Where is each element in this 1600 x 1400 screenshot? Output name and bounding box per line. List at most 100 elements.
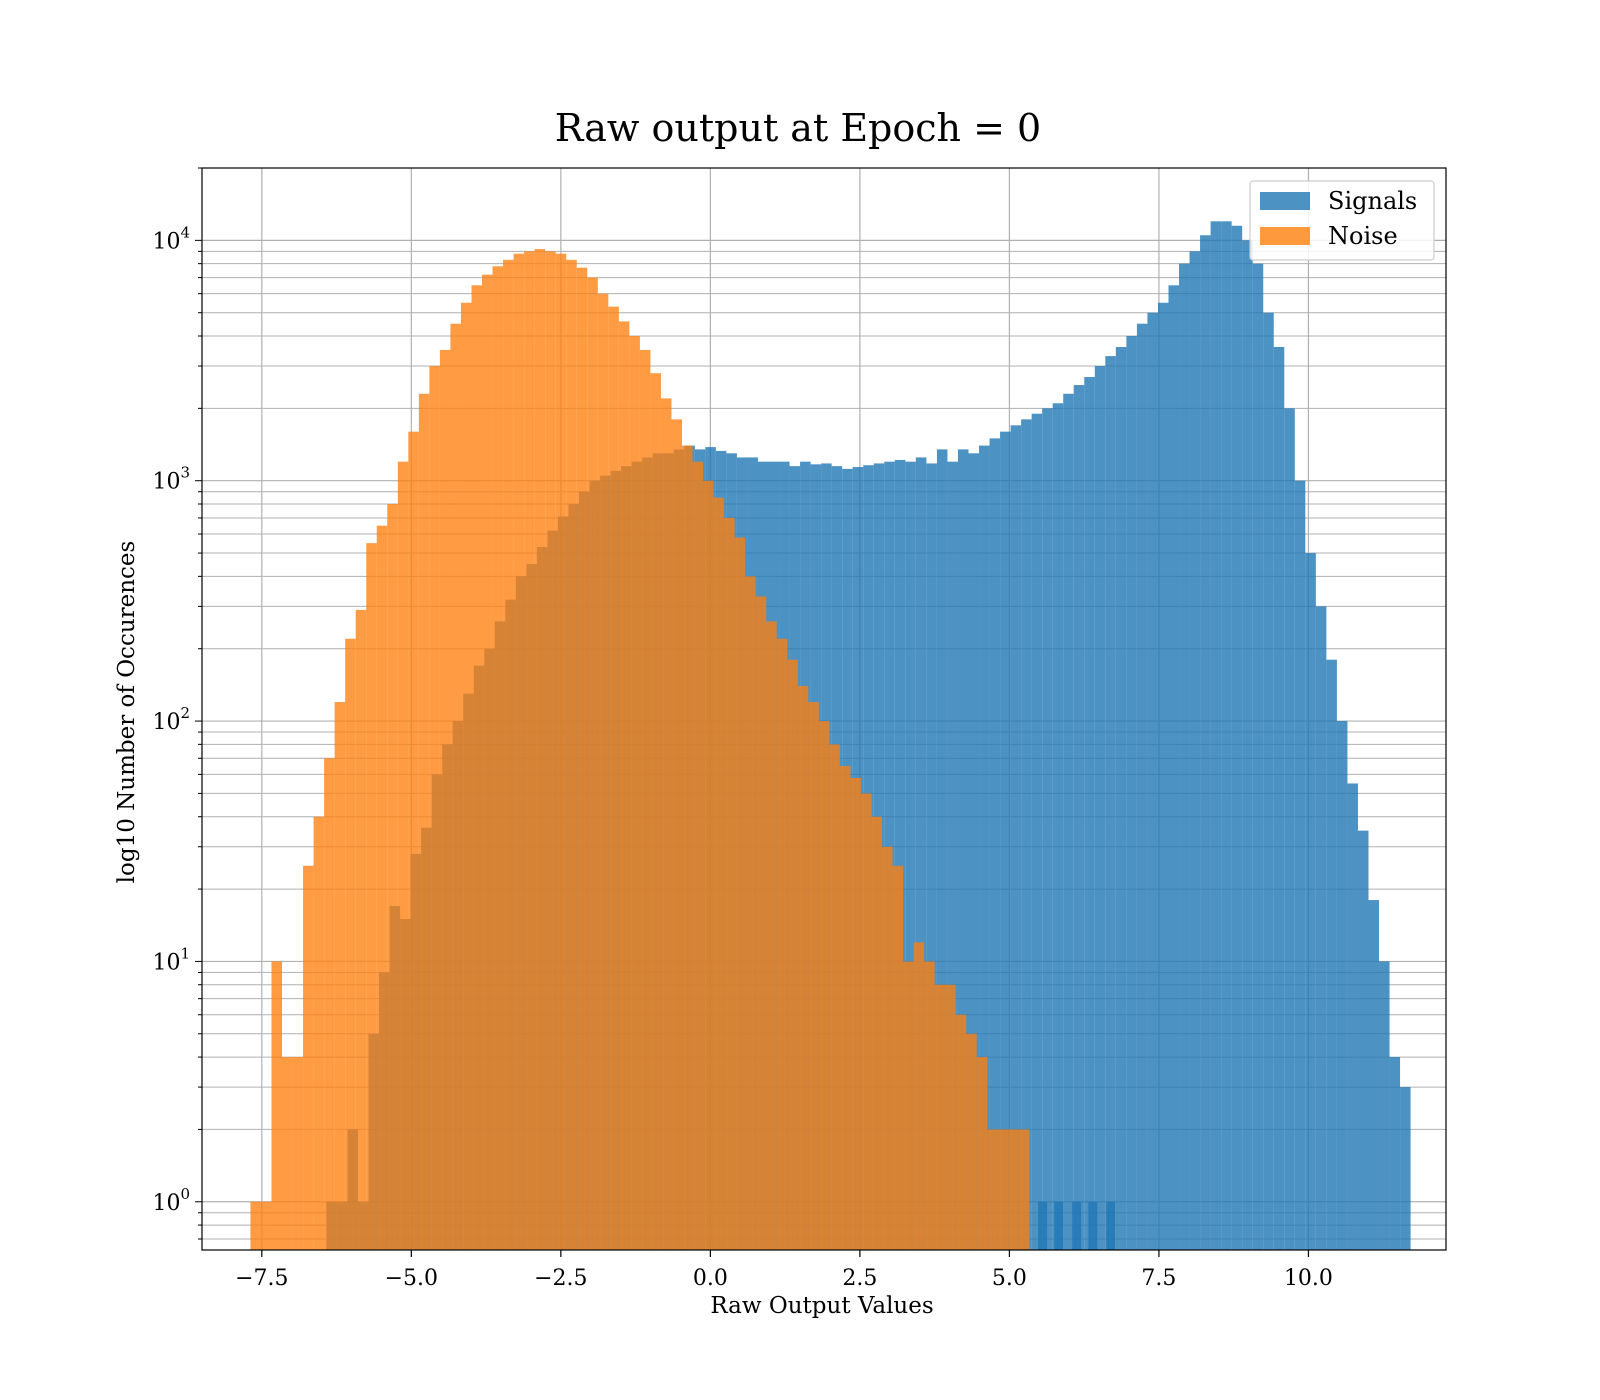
y-tick-exponent: 4 (180, 223, 190, 241)
y-tick-exponent: 1 (180, 944, 190, 962)
y-tick-base: 10 (152, 1191, 180, 1216)
bar-signals (1179, 263, 1190, 1250)
bar-noise (397, 461, 409, 1250)
bar-noise (639, 349, 651, 1251)
bar-signals (1084, 377, 1095, 1250)
bar-signals (1336, 721, 1348, 1250)
bar-noise (460, 302, 472, 1250)
bar-signals (957, 449, 969, 1250)
bar-noise (934, 984, 946, 1250)
x-tick-label: 7.5 (1141, 1266, 1176, 1291)
bar-noise (482, 274, 493, 1251)
bar-noise (524, 251, 535, 1251)
bar-signals (1072, 1201, 1082, 1250)
bar-signals (1115, 346, 1127, 1250)
bar-noise (966, 1033, 977, 1250)
bar-noise (871, 816, 883, 1250)
bar-noise (745, 576, 756, 1250)
bar-signals (936, 449, 948, 1250)
bar-signals (1231, 225, 1243, 1250)
bar-signals (1242, 240, 1253, 1250)
bar-signals (1063, 393, 1074, 1250)
bar-noise (376, 525, 388, 1250)
bar-signals (1347, 783, 1358, 1250)
legend-label-noise: Noise (1328, 222, 1398, 250)
bar-noise (776, 638, 788, 1250)
bar-noise (618, 321, 630, 1251)
bar-signals (1054, 1201, 1064, 1250)
plot-frame (201, 167, 1447, 1251)
bar-noise (555, 253, 567, 1251)
bar-noise (903, 961, 914, 1250)
x-tick-label: −2.5 (534, 1266, 587, 1291)
bar-signals (1147, 312, 1158, 1250)
y-tick-label: 100 (152, 1185, 190, 1216)
bar-noise (997, 1129, 1009, 1250)
bar-noise (597, 293, 609, 1250)
x-axis-label: Raw Output Values (710, 1293, 933, 1319)
bar-noise (882, 846, 893, 1250)
bar-signals (1273, 346, 1285, 1250)
bar-signals (1042, 408, 1053, 1250)
bar-noise (766, 621, 777, 1250)
bar-signals (1379, 961, 1390, 1250)
bar-noise (587, 277, 598, 1250)
bar-noise (450, 323, 461, 1250)
bar-signals (979, 445, 990, 1250)
y-tick-label: 103 (152, 464, 190, 495)
bar-noise (955, 1014, 967, 1250)
bar-signals (1010, 425, 1022, 1250)
bar-noise (945, 984, 956, 1250)
bar-noise (924, 961, 935, 1250)
x-tick-label: 10.0 (1284, 1266, 1333, 1291)
bar-noise (808, 702, 819, 1250)
bar-noise (724, 517, 735, 1250)
legend-label-signals: Signals (1328, 187, 1417, 215)
x-tick-label: −5.0 (385, 1266, 438, 1291)
bar-noise (439, 349, 451, 1251)
chart-title: Raw output at Epoch = 0 (555, 106, 1041, 150)
bar-signals (1389, 1057, 1401, 1250)
bar-noise (566, 259, 577, 1251)
bar-noise (492, 266, 504, 1251)
bar-signals (1094, 366, 1106, 1251)
bar-noise (334, 702, 346, 1250)
bar-signals (1073, 385, 1085, 1250)
bar-noise (839, 766, 851, 1250)
bar-signals (1021, 419, 1032, 1251)
y-tick-label: 102 (152, 704, 190, 735)
bar-noise (355, 609, 367, 1250)
bar-signals (1052, 403, 1064, 1251)
bar-noise (787, 659, 798, 1250)
bar-signals (1038, 1201, 1048, 1250)
bar-noise (324, 758, 335, 1250)
bar-signals (1200, 235, 1211, 1251)
legend: Signals Noise (1249, 180, 1435, 261)
bar-noise (629, 336, 640, 1251)
bar-noise (366, 543, 377, 1250)
bar-signals (1252, 263, 1264, 1250)
bar-signals (1000, 431, 1011, 1250)
y-tick-base: 10 (152, 950, 180, 975)
bar-noise (692, 461, 704, 1250)
bar-noise (271, 961, 283, 1250)
bar-noise (913, 942, 925, 1250)
bar-signals (947, 461, 958, 1250)
bar-noise (650, 373, 661, 1251)
bar-signals (1136, 323, 1148, 1250)
bar-signals (1357, 830, 1369, 1250)
x-tick-label: −7.5 (235, 1266, 288, 1291)
bar-noise (797, 685, 809, 1250)
bar-noise (534, 249, 546, 1251)
bar-noise (576, 267, 588, 1251)
bar-noise (850, 777, 861, 1250)
bar-signals (1305, 553, 1316, 1250)
bar-signals (989, 438, 1001, 1250)
histogram-bars (250, 221, 1411, 1251)
x-tick-label: 5.0 (992, 1266, 1027, 1291)
y-tick-base: 10 (152, 229, 180, 254)
bar-signals (1126, 336, 1137, 1251)
y-tick-label: 101 (152, 944, 190, 975)
bar-signals (915, 457, 927, 1251)
y-tick-label: 104 (152, 223, 190, 254)
